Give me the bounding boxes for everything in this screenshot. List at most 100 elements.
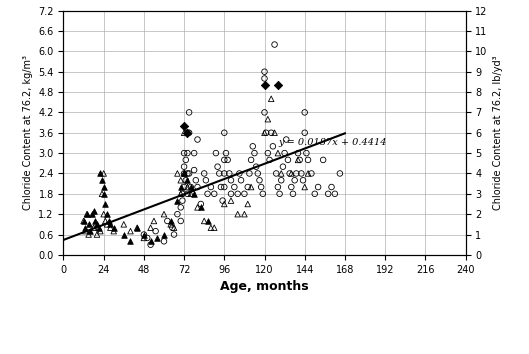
Point	[260, 130, 269, 136]
Point	[177, 191, 185, 197]
Point	[270, 42, 279, 47]
Point	[220, 171, 229, 176]
Point	[120, 232, 128, 238]
Point	[193, 137, 202, 142]
Point	[183, 150, 191, 156]
Point	[99, 211, 108, 217]
Point	[151, 228, 160, 234]
Point	[110, 228, 118, 234]
Point	[287, 171, 296, 176]
Point	[223, 157, 232, 163]
Point	[287, 184, 296, 190]
Point	[160, 239, 168, 244]
Point	[177, 177, 185, 183]
Point	[183, 191, 191, 197]
Point	[207, 225, 215, 230]
Point	[227, 177, 235, 183]
Point	[180, 164, 188, 170]
Point	[240, 211, 249, 217]
Point	[153, 235, 161, 241]
Point	[292, 171, 300, 176]
Point	[183, 171, 191, 176]
Point	[167, 222, 175, 227]
Point	[319, 157, 327, 163]
Point	[180, 130, 188, 136]
Point	[180, 184, 188, 190]
Point	[300, 130, 309, 136]
Point	[83, 211, 91, 217]
Point	[173, 211, 181, 217]
Point	[133, 225, 141, 230]
Point	[311, 191, 319, 197]
Point	[249, 143, 257, 149]
Point	[331, 191, 339, 197]
Point	[98, 177, 106, 183]
Point	[250, 150, 259, 156]
Point	[218, 198, 227, 204]
Point	[193, 184, 202, 190]
Point	[262, 130, 270, 136]
Point	[237, 177, 245, 183]
Point	[89, 225, 98, 230]
X-axis label: Age, months: Age, months	[220, 280, 309, 293]
Point	[185, 110, 194, 115]
Point	[133, 225, 141, 230]
Point	[120, 222, 128, 227]
Point	[89, 208, 98, 213]
Point	[247, 184, 256, 190]
Point	[299, 177, 307, 183]
Point	[81, 225, 89, 230]
Point	[280, 150, 289, 156]
Point	[83, 211, 91, 217]
Point	[263, 150, 272, 156]
Point	[300, 110, 309, 115]
Point	[163, 218, 171, 224]
Point	[203, 218, 212, 224]
Point	[277, 171, 286, 176]
Point	[257, 184, 266, 190]
Point	[126, 239, 135, 244]
Point	[210, 225, 218, 230]
Point	[177, 218, 185, 224]
Point	[98, 191, 106, 197]
Point	[99, 184, 108, 190]
Point	[110, 225, 118, 230]
Point	[94, 225, 103, 230]
Point	[260, 82, 269, 88]
Point	[260, 76, 269, 81]
Point	[86, 228, 95, 234]
Point	[178, 198, 187, 204]
Point	[304, 157, 312, 163]
Point	[177, 184, 185, 190]
Point	[160, 211, 168, 217]
Point	[183, 184, 191, 190]
Point	[150, 218, 158, 224]
Point	[168, 225, 177, 230]
Point	[187, 184, 195, 190]
Point	[230, 184, 239, 190]
Point	[307, 171, 316, 176]
Point	[170, 225, 178, 230]
Point	[93, 222, 101, 227]
Point	[245, 171, 253, 176]
Point	[183, 177, 191, 183]
Point	[220, 184, 229, 190]
Point	[190, 191, 198, 197]
Point	[197, 201, 205, 207]
Point	[314, 184, 322, 190]
Point	[289, 191, 297, 197]
Point	[187, 184, 195, 190]
Point	[235, 171, 243, 176]
Point	[272, 171, 280, 176]
Point	[79, 218, 88, 224]
Point	[147, 225, 155, 230]
Point	[183, 130, 191, 136]
Point	[103, 211, 111, 217]
Point	[240, 191, 249, 197]
Point	[215, 171, 223, 176]
Point	[180, 150, 188, 156]
Point	[260, 69, 269, 75]
Point	[275, 191, 284, 197]
Point	[252, 164, 260, 170]
Point	[183, 130, 191, 136]
